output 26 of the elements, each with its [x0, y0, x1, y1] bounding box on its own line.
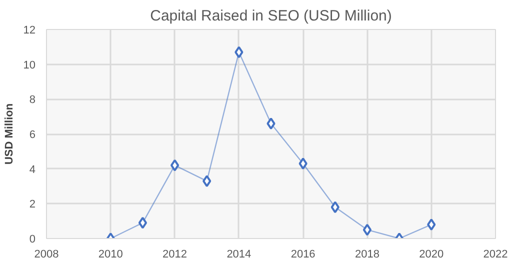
- x-tick-label: 2018: [354, 248, 380, 260]
- y-tick-label: 8: [29, 94, 36, 106]
- x-tick-label: 2016: [290, 248, 316, 260]
- x-tick-label: 2020: [419, 248, 444, 260]
- y-tick-label: 4: [29, 164, 36, 176]
- point: [427, 218, 436, 231]
- y-tick-label: 6: [29, 129, 36, 141]
- y-axis-title: USD Million: [3, 103, 16, 165]
- point: [266, 118, 276, 130]
- point: [138, 216, 148, 229]
- point: [330, 201, 340, 214]
- y-tick-label: 0: [29, 234, 36, 246]
- x-tick-label: 2008: [34, 248, 59, 260]
- x-tick-label: 2010: [98, 248, 123, 260]
- x-tick-label: 2014: [226, 248, 252, 260]
- point: [202, 175, 212, 188]
- point: [362, 224, 372, 236]
- x-tick-label: 2022: [483, 248, 508, 260]
- point: [298, 158, 308, 170]
- y-tick-label: 2: [29, 198, 36, 211]
- point: [170, 159, 180, 172]
- point: [234, 46, 244, 58]
- x-tick-label: 2012: [162, 248, 188, 260]
- chart-title: Capital Raised in SEO (USD Million): [150, 8, 392, 24]
- y-tick-label: 10: [23, 59, 36, 72]
- y-tick-label: 12: [23, 24, 36, 36]
